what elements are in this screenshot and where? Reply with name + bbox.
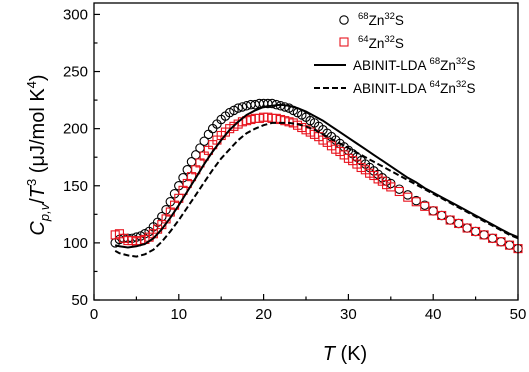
legend-zn64-post: S [395, 36, 404, 51]
y-axis-unit-sup: 4 [24, 81, 39, 88]
data-point-zn68 [280, 102, 290, 112]
legend-zn68-el: Zn [369, 13, 385, 28]
data-point-zn68 [203, 129, 214, 140]
data-point-zn64 [428, 206, 438, 216]
legend-zn68-iso: 32 [384, 11, 395, 22]
data-point-zn68 [470, 226, 481, 237]
x-tick-label: 50 [510, 306, 527, 323]
legend-abinit68-iso: 32 [456, 56, 467, 67]
data-point-zn68 [394, 184, 405, 194]
series-abinit-64-line [114, 121, 519, 258]
legend-abinit68-method: ABINIT-LDA [353, 58, 430, 73]
axis-tick-labels: 0 10 20 30 40 50 50 100 150 200 250 300 [63, 6, 526, 323]
legend-abinit64-method: ABINIT-LDA [353, 81, 430, 96]
legend-abinit64-el: Zn [440, 81, 456, 96]
x-tick-label: 20 [255, 306, 272, 323]
data-point-zn68 [445, 215, 455, 225]
y-axis-slash: / [27, 198, 49, 204]
legend-zn68-mass: 68 [358, 11, 369, 22]
y-tick-label: 50 [71, 292, 88, 309]
series-zn64-markers [110, 112, 523, 254]
x-tick-label: 10 [170, 306, 187, 323]
data-point-zn68 [233, 103, 243, 113]
data-point-zn68 [462, 223, 472, 233]
legend-abinit68-el: Zn [440, 58, 456, 73]
legend-label-zn64: 64Zn32S [358, 34, 404, 51]
x-axis-title: T (K) [323, 343, 367, 365]
y-axis-unit-close: ) [27, 74, 49, 81]
data-point-zn64 [386, 182, 396, 192]
data-point-zn64 [454, 218, 464, 229]
y-axis-title: Cp,v/T3 (μJ/mol K4) [24, 74, 52, 235]
y-axis-unit: (μJ/mol K [27, 88, 49, 179]
data-point-zn64 [403, 192, 413, 202]
data-point-zn68 [428, 206, 438, 216]
data-point-zn68 [504, 240, 515, 250]
data-point-zn64 [437, 210, 447, 221]
data-point-zn68 [453, 218, 464, 229]
legend-abinit64-mass: 64 [430, 79, 441, 90]
x-tick-label: 0 [90, 306, 98, 323]
legend: 68Zn32S 64Zn32S ABINIT-LDA 68Zn32S ABINI… [314, 11, 475, 96]
legend-zn64-el: Zn [369, 36, 385, 51]
legend-zn68-post: S [395, 13, 404, 28]
legend-abinit64-post: S [466, 81, 475, 96]
legend-label-zn68: 68Zn32S [358, 11, 404, 28]
y-axis-t: T [27, 184, 49, 198]
data-point-zn68 [267, 98, 277, 109]
legend-marker-zn68 [339, 15, 349, 25]
legend-abinit68-post: S [466, 58, 475, 73]
y-tick-label: 200 [63, 121, 88, 138]
data-point-zn68 [436, 210, 447, 221]
y-axis-sub: p,v [37, 202, 52, 222]
legend-zn64-mass: 64 [358, 34, 369, 45]
x-tick-label: 40 [425, 306, 442, 323]
legend-abinit68-mass: 68 [430, 56, 441, 67]
y-tick-label: 300 [63, 6, 88, 23]
legend-marker-zn64 [339, 37, 349, 47]
x-axis-symbol: T [323, 343, 337, 365]
data-point-zn68 [403, 190, 413, 200]
x-axis-unit: (K) [335, 343, 367, 365]
data-point-zn64 [411, 197, 421, 207]
legend-label-abinit-64: ABINIT-LDA 64Zn32S [353, 79, 475, 96]
legend-zn64-iso: 32 [384, 34, 395, 45]
plot-frame [93, 2, 519, 301]
data-point-zn68 [237, 102, 248, 112]
data-point-zn68 [479, 230, 489, 240]
data-point-zn68 [487, 233, 498, 244]
axis-ticks [93, 13, 519, 301]
data-point-zn64 [394, 186, 404, 197]
y-axis-sup: 3 [24, 179, 39, 186]
y-tick-label: 250 [63, 64, 88, 81]
x-tick-label: 30 [340, 306, 357, 323]
y-tick-label: 150 [63, 178, 88, 195]
data-point-zn68 [496, 236, 506, 247]
y-axis-c: C [27, 221, 49, 236]
y-tick-label: 100 [63, 235, 88, 252]
legend-abinit64-iso: 32 [456, 79, 467, 90]
legend-label-abinit-68: ABINIT-LDA 68Zn32S [353, 56, 475, 73]
data-point-zn64 [420, 201, 430, 211]
